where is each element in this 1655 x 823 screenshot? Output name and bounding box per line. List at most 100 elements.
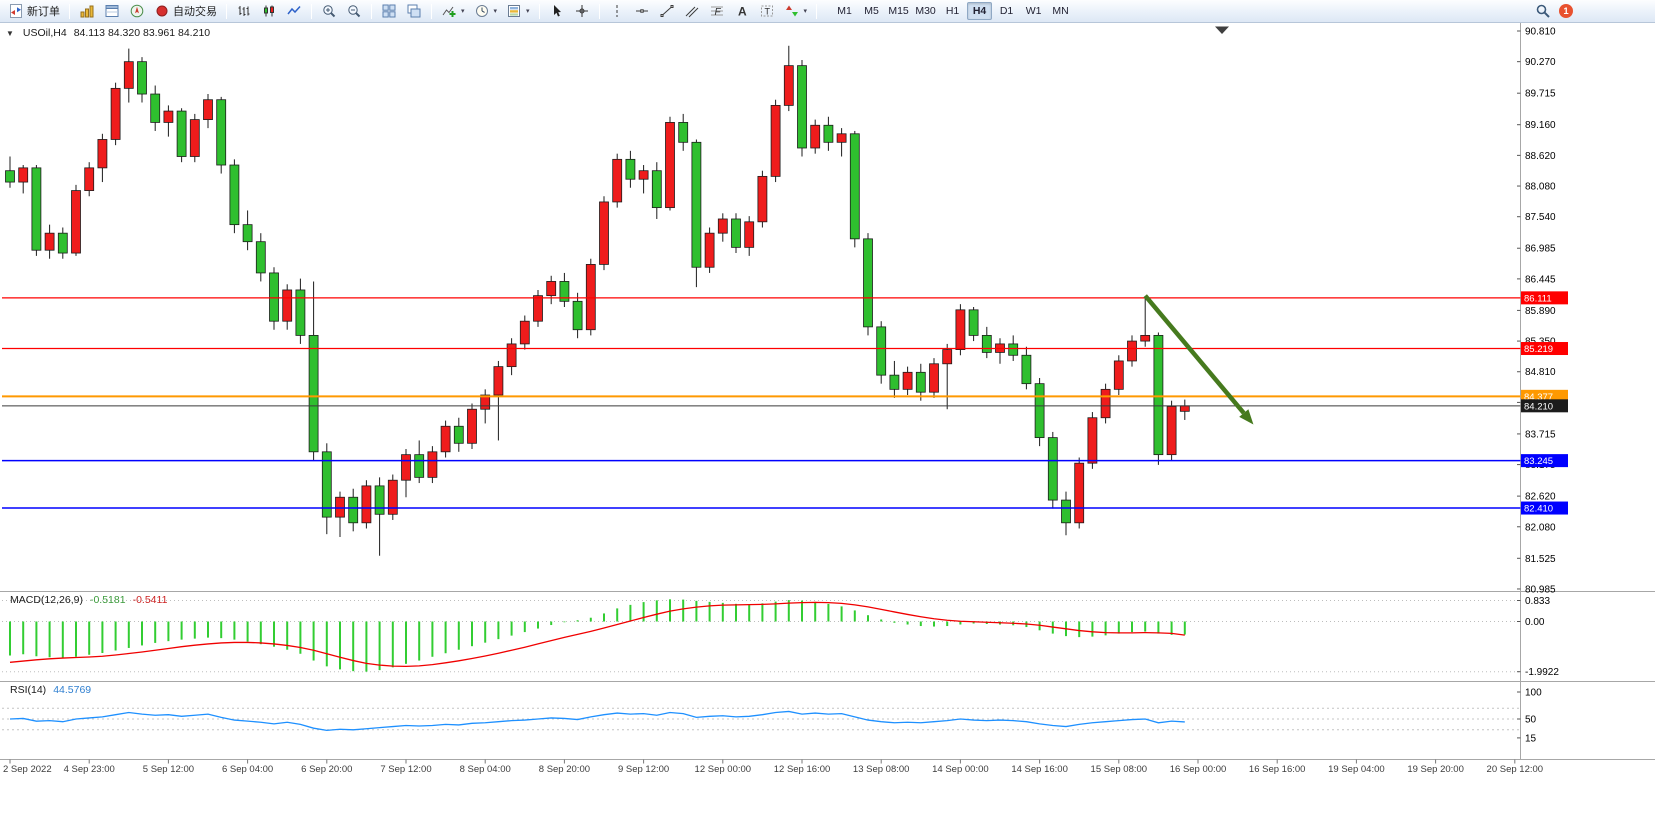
candle-body — [955, 309, 966, 350]
notification-badge[interactable]: 1 — [1559, 4, 1573, 18]
text-tool-button[interactable]: A — [730, 1, 754, 21]
rsi-label: RSI(14) — [10, 684, 47, 696]
autotrading-status-icon — [156, 5, 168, 17]
candlestick-mode-button[interactable] — [257, 1, 281, 21]
svg-text:85.219: 85.219 — [1524, 344, 1553, 355]
timeframe-d1-button[interactable]: D1 — [994, 2, 1019, 20]
zoom-out-button[interactable] — [342, 1, 366, 21]
timeframe-m30-button[interactable]: M30 — [913, 2, 938, 20]
navigator-button[interactable] — [125, 1, 149, 21]
timeframe-w1-button[interactable]: W1 — [1021, 2, 1046, 20]
macd-label: MACD(12,26,9) — [10, 594, 83, 606]
candle-body — [401, 454, 411, 481]
panel-separators — [0, 23, 1655, 760]
cursor-button[interactable] — [545, 1, 569, 21]
candle-body — [387, 479, 398, 515]
bar-chart-mode-button[interactable] — [232, 1, 256, 21]
cascade-windows-button[interactable] — [402, 1, 426, 21]
candle-body — [18, 167, 29, 183]
candle-body — [216, 99, 227, 166]
bar-chart-icon — [238, 6, 250, 16]
candle-body — [836, 133, 847, 143]
template-button[interactable]: ▾ — [502, 1, 534, 21]
candle-body — [1166, 405, 1177, 456]
svg-text:86.445: 86.445 — [1525, 274, 1556, 285]
candle-body — [797, 65, 807, 149]
dropdown-caret-icon: ▾ — [803, 7, 808, 15]
tile-windows-button[interactable] — [377, 1, 401, 21]
channel-tool-button[interactable] — [680, 1, 704, 21]
timeframe-m15-button[interactable]: M15 — [886, 2, 911, 20]
candle-body — [704, 232, 715, 268]
timeframe-mn-button[interactable]: MN — [1048, 2, 1073, 20]
period-clock-icon — [475, 5, 488, 17]
crosshair-button[interactable] — [570, 1, 594, 21]
trend-arrow-annotation[interactable] — [1143, 294, 1254, 425]
svg-text:90.270: 90.270 — [1525, 57, 1556, 68]
svg-text:12 Sep 16:00: 12 Sep 16:00 — [774, 764, 831, 775]
rsi-line — [9, 710, 1185, 731]
horizontal-line-icon — [635, 9, 648, 13]
toolbar-separator — [371, 3, 372, 19]
dropdown-caret-icon: ▾ — [461, 7, 465, 15]
svg-text:8 Sep 20:00: 8 Sep 20:00 — [539, 764, 590, 775]
zoom-out-icon — [348, 5, 361, 18]
timeframe-m5-button[interactable]: M5 — [859, 2, 884, 20]
svg-text:20 Sep 12:00: 20 Sep 12:00 — [1487, 764, 1544, 775]
svg-text:19 Sep 20:00: 19 Sep 20:00 — [1407, 764, 1464, 775]
main-toolbar: 新订单 自动交易 — [0, 0, 1655, 23]
period-button[interactable]: ▾ — [470, 1, 502, 21]
candle-body — [678, 122, 689, 143]
candle-body — [137, 61, 147, 95]
autotrading-button[interactable]: 自动交易 — [150, 1, 221, 21]
candle-body — [5, 170, 15, 183]
svg-text:81.525: 81.525 — [1525, 554, 1556, 565]
tile-windows-icon — [382, 4, 396, 18]
svg-text:83.715: 83.715 — [1525, 429, 1556, 440]
market-watch-button[interactable] — [75, 1, 99, 21]
svg-text:82.080: 82.080 — [1525, 522, 1556, 533]
horizontal-line-tool-button[interactable] — [630, 1, 654, 21]
arrows-tool-button[interactable]: ▾ — [780, 1, 812, 21]
timeframe-m1-button[interactable]: M1 — [832, 2, 857, 20]
zoom-in-button[interactable] — [317, 1, 341, 21]
trendline-tool-button[interactable] — [655, 1, 679, 21]
one-click-collapse-icon[interactable]: ▼ — [6, 29, 14, 38]
price-label-box — [1521, 501, 1568, 515]
candle-body — [1074, 462, 1085, 524]
candle-body — [203, 99, 213, 120]
label-tool-button[interactable]: T — [755, 1, 779, 21]
data-window-button[interactable] — [100, 1, 124, 21]
svg-text:87.540: 87.540 — [1525, 212, 1556, 223]
fibonacci-tool-button[interactable]: F — [705, 1, 729, 21]
svg-text:82.620: 82.620 — [1525, 492, 1556, 503]
svg-text:-1.9922: -1.9922 — [1525, 667, 1559, 678]
price-label-box — [1521, 454, 1568, 468]
search-icon[interactable] — [1535, 3, 1551, 19]
candle-body — [189, 119, 200, 157]
text-icon: A — [738, 5, 747, 19]
new-order-button[interactable]: 新订单 — [4, 1, 64, 21]
svg-text:86.111: 86.111 — [1524, 293, 1552, 304]
svg-text:90.810: 90.810 — [1525, 27, 1556, 38]
timeframe-h4-button[interactable]: H4 — [967, 2, 993, 20]
macd-signal-value: -0.5411 — [132, 594, 168, 606]
candle-body — [546, 281, 557, 297]
candle-body — [942, 349, 953, 365]
candle-body — [770, 104, 781, 177]
svg-text:85.890: 85.890 — [1525, 306, 1556, 317]
candle-body — [71, 190, 81, 254]
svg-text:A: A — [738, 5, 747, 19]
toolbar-right: 1 — [1535, 3, 1651, 19]
vertical-line-tool-button[interactable] — [605, 1, 629, 21]
svg-text:83.245: 83.245 — [1524, 456, 1553, 467]
add-indicator-button[interactable]: ▾ — [437, 1, 469, 21]
candle-body — [374, 485, 385, 515]
chart-shift-marker[interactable] — [1215, 26, 1229, 35]
candle-body — [810, 124, 821, 149]
timeframe-h1-button[interactable]: H1 — [940, 2, 965, 20]
line-chart-mode-button[interactable] — [282, 1, 306, 21]
toolbar-separator — [431, 3, 432, 19]
svg-text:82.410: 82.410 — [1524, 504, 1553, 515]
